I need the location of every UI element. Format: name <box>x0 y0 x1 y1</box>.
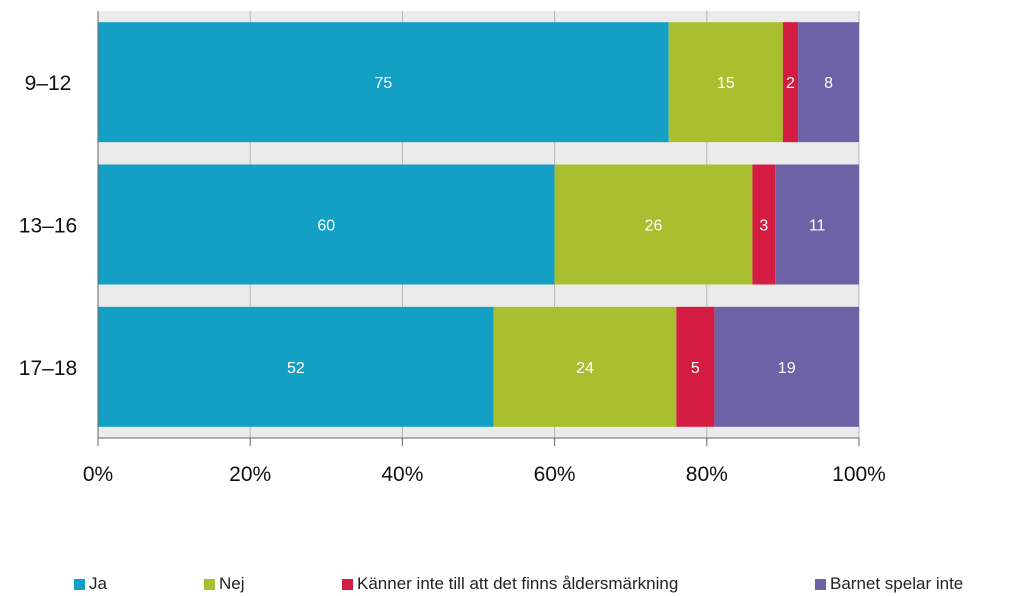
data-label: 15 <box>717 75 735 92</box>
legend-label: Ja <box>89 574 107 593</box>
stacked-bar-chart: 75 15 2 8 9–12 60 26 3 11 13–16 52 24 5 19 17–18 0% 20% 4… <box>19 11 886 486</box>
x-tick-label: 20% <box>229 463 271 486</box>
bar-segment <box>714 306 859 427</box>
data-label: 24 <box>576 360 594 377</box>
legend: Ja Nej Känner inte till att det finns ålde… <box>0 574 1022 594</box>
legend-item: Barnet spelar inte <box>815 574 963 594</box>
bar-segment <box>798 22 859 143</box>
data-label: 19 <box>778 360 796 377</box>
bar-segment <box>98 164 555 285</box>
bar-segment <box>493 306 677 427</box>
data-label: 75 <box>374 75 392 92</box>
data-label: 5 <box>691 360 700 377</box>
legend-swatch <box>204 578 215 590</box>
legend-item: Ja <box>74 574 107 594</box>
data-label: 60 <box>317 218 335 235</box>
data-label: 2 <box>786 75 795 92</box>
legend-swatch <box>815 578 826 590</box>
data-label: 26 <box>645 218 663 235</box>
x-tick-label: 40% <box>381 463 423 486</box>
legend-item: Nej <box>204 574 245 594</box>
bar-segment <box>782 22 799 143</box>
bar-segment <box>752 164 776 285</box>
x-tick-label: 0% <box>83 463 113 486</box>
category-label: 17–18 <box>19 357 77 380</box>
legend-label: Nej <box>219 574 245 593</box>
data-label: 11 <box>809 218 826 235</box>
legend-label: Barnet spelar inte <box>830 574 964 593</box>
bar-segment <box>668 22 783 143</box>
data-label: 52 <box>287 360 305 377</box>
data-label: 8 <box>824 75 833 92</box>
category-label: 9–12 <box>25 72 72 95</box>
legend-label: Känner inte till att det finns åldersmär… <box>357 574 679 593</box>
legend-swatch <box>74 578 85 590</box>
legend-swatch <box>342 578 353 590</box>
bar-segment <box>98 22 669 143</box>
x-tick-label: 100% <box>832 463 886 486</box>
x-tick-label: 60% <box>534 463 576 486</box>
bar-segment <box>98 306 494 427</box>
bar-segment <box>554 164 753 285</box>
x-tick-label: 80% <box>686 463 728 486</box>
legend-item: Känner inte till att det finns åldersmär… <box>342 574 678 594</box>
bar-segment <box>676 306 715 427</box>
category-label: 13–16 <box>19 215 77 238</box>
bar-segment <box>775 164 859 285</box>
data-label: 3 <box>759 218 768 235</box>
